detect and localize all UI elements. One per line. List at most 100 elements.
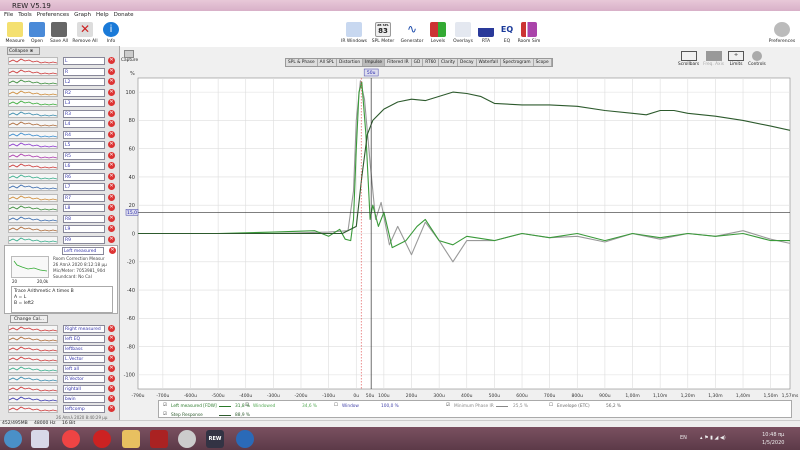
- remove-measurement-button[interactable]: ✕: [108, 335, 115, 342]
- measurement-row[interactable]: R9 ✕: [4, 235, 120, 245]
- measurement-row[interactable]: Right measured ✕: [4, 324, 120, 334]
- measurement-thumbnail[interactable]: [8, 345, 58, 353]
- measurement-thumbnail[interactable]: [8, 335, 58, 343]
- open-button[interactable]: Open: [24, 22, 50, 44]
- measurement-name-field[interactable]: R8: [63, 214, 105, 223]
- measurement-name-field[interactable]: L6: [63, 162, 105, 170]
- measurement-thumbnail[interactable]: [8, 183, 58, 191]
- measurement-row[interactable]: L2 ✕: [4, 77, 120, 87]
- measurement-name-field[interactable]: R2: [63, 88, 105, 97]
- remove-measurement-button[interactable]: ✕: [109, 247, 116, 254]
- measurement-thumbnail[interactable]: [8, 88, 58, 97]
- remove-measurement-button[interactable]: ✕: [108, 395, 115, 402]
- measurement-name-field[interactable]: left EQ: [63, 335, 105, 343]
- folder-icon[interactable]: [122, 430, 140, 448]
- measurement-row[interactable]: leftbass ✕: [4, 344, 120, 354]
- measurement-row[interactable]: L6 ✕: [4, 161, 120, 171]
- measurement-name-field[interactable]: R3: [63, 109, 105, 118]
- legend-checkbox[interactable]: ☐: [549, 403, 553, 408]
- measurement-thumbnail[interactable]: [8, 99, 58, 107]
- freq-axis-button[interactable]: Freq. Axis: [703, 51, 724, 67]
- remove-measurement-button[interactable]: ✕: [108, 57, 115, 64]
- remove-all-button[interactable]: ✕ Remove All: [72, 22, 98, 44]
- remove-measurement-button[interactable]: ✕: [108, 193, 115, 201]
- tab-all-spl[interactable]: All SPL: [318, 59, 338, 66]
- measurement-name-field[interactable]: R6: [63, 172, 105, 181]
- measurement-thumbnail[interactable]: [8, 109, 58, 118]
- remove-measurement-button[interactable]: ✕: [108, 235, 115, 243]
- measurement-thumbnail[interactable]: [8, 193, 58, 202]
- eq-button[interactable]: EQ EQ: [494, 22, 520, 44]
- remove-measurement-button[interactable]: ✕: [108, 325, 115, 332]
- measurement-name-field[interactable]: Right measured: [63, 325, 105, 333]
- measurement-row[interactable]: rightall ✕: [4, 384, 120, 394]
- measurement-name-field[interactable]: R5: [63, 151, 105, 160]
- measurement-thumbnail[interactable]: [8, 385, 58, 393]
- ie-icon[interactable]: [31, 430, 49, 448]
- tab-decay[interactable]: Decay: [458, 59, 477, 66]
- remove-measurement-button[interactable]: ✕: [108, 385, 115, 392]
- tab-distortion[interactable]: Distortion: [337, 59, 364, 66]
- legend-checkbox[interactable]: ☑: [163, 403, 167, 408]
- measurement-row[interactable]: L4 ✕: [4, 119, 120, 129]
- remove-measurement-button[interactable]: ✕: [108, 375, 115, 382]
- measurement-name-field[interactable]: leftcomp: [63, 405, 105, 413]
- measurement-thumbnail[interactable]: [8, 325, 58, 333]
- menu-tools[interactable]: Tools: [18, 12, 32, 18]
- remove-measurement-button[interactable]: ✕: [108, 78, 115, 85]
- rta-button[interactable]: RTA: [473, 22, 499, 44]
- legend-checkbox[interactable]: ☑: [163, 412, 167, 417]
- overlays-button[interactable]: Overlays: [450, 22, 476, 44]
- menu-file[interactable]: File: [4, 12, 14, 18]
- measurement-thumbnail[interactable]: [8, 225, 58, 233]
- scrollbars-button[interactable]: Scrollbars: [678, 51, 699, 67]
- tab-waterfall[interactable]: Waterfall: [477, 59, 501, 66]
- measurement-row[interactable]: L ✕: [4, 56, 120, 66]
- measurement-thumbnail[interactable]: [8, 67, 58, 76]
- measurement-name-field[interactable]: Left measured: [62, 247, 104, 255]
- measurement-thumbnail[interactable]: [8, 355, 58, 363]
- save-all-button[interactable]: Save All: [46, 22, 72, 44]
- remove-measurement-button[interactable]: ✕: [108, 141, 115, 148]
- menu-donate[interactable]: Donate: [113, 12, 134, 18]
- measurement-name-field[interactable]: R.Vector: [63, 375, 105, 383]
- measurement-name-field[interactable]: L4: [63, 120, 105, 128]
- preferences-button[interactable]: Preferences: [766, 22, 798, 44]
- remove-measurement-button[interactable]: ✕: [108, 225, 115, 232]
- tab-filtered-ir[interactable]: Filtered IR: [385, 59, 412, 66]
- measurement-row[interactable]: R5 ✕: [4, 151, 120, 161]
- menu-graph[interactable]: Graph: [74, 12, 92, 18]
- tab-rt60[interactable]: RT60: [423, 59, 440, 66]
- measurement-name-field[interactable]: L8: [63, 204, 105, 212]
- measurement-name-field[interactable]: L5: [63, 141, 105, 149]
- rew-taskbar-icon[interactable]: REW: [206, 430, 224, 448]
- measurement-row[interactable]: R2 ✕: [4, 88, 120, 98]
- dice-app-icon[interactable]: [150, 430, 168, 448]
- opera-icon[interactable]: [93, 430, 111, 448]
- menu-help[interactable]: Help: [96, 12, 109, 18]
- measurement-row[interactable]: L8 ✕: [4, 203, 120, 213]
- measurement-name-field[interactable]: R4: [63, 130, 105, 139]
- measurement-name-field[interactable]: L3: [63, 99, 105, 107]
- info-button[interactable]: i Info: [98, 22, 124, 44]
- remove-measurement-button[interactable]: ✕: [108, 162, 115, 169]
- tab-scope[interactable]: Scope: [534, 59, 552, 66]
- legend-checkbox[interactable]: ☐: [334, 403, 338, 408]
- measurement-name-field[interactable]: left all: [63, 365, 105, 373]
- measurement-row[interactable]: L9 ✕: [4, 224, 120, 234]
- measurement-thumbnail[interactable]: [8, 120, 58, 128]
- measurement-thumbnail[interactable]: [8, 375, 58, 383]
- measurement-row[interactable]: L3 ✕: [4, 98, 120, 108]
- measurement-thumbnail[interactable]: [8, 214, 58, 223]
- measurement-name-field[interactable]: R7: [63, 193, 105, 202]
- tab-clarity[interactable]: Clarity: [439, 59, 459, 66]
- menu-preferences[interactable]: Preferences: [36, 12, 70, 18]
- tab-spl-phase[interactable]: SPL & Phase: [286, 59, 318, 66]
- measurement-name-field[interactable]: L.Vector: [63, 355, 105, 363]
- measurement-name-field[interactable]: L: [63, 57, 105, 65]
- measurement-name-field[interactable]: L7: [63, 183, 105, 191]
- controls-button[interactable]: Controls: [748, 51, 766, 67]
- measurement-thumbnail[interactable]: [8, 162, 58, 170]
- measurement-thumbnail[interactable]: [8, 78, 58, 86]
- remove-measurement-button[interactable]: ✕: [108, 67, 115, 75]
